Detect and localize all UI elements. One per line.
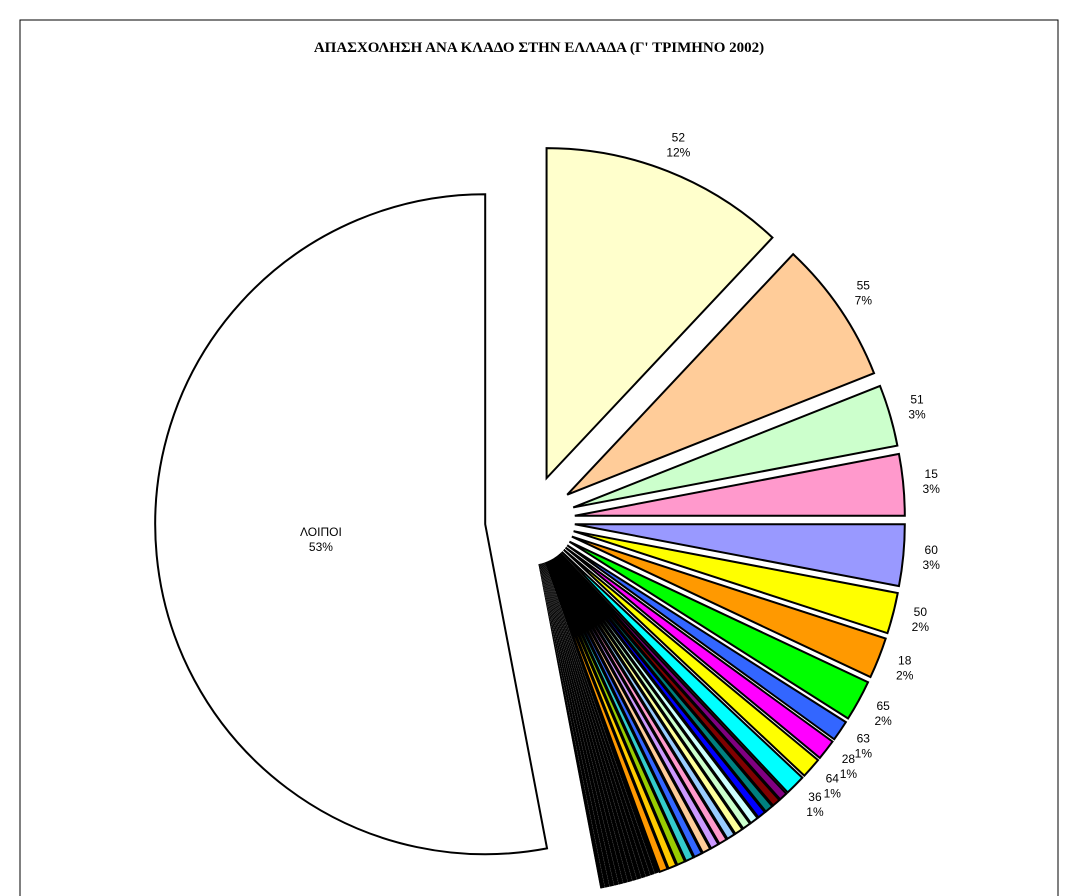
pie-slice — [574, 523, 906, 588]
slice-category: 15 — [925, 467, 939, 481]
slice-percent: 12% — [666, 145, 690, 159]
slice-label: 15 3% — [923, 467, 941, 496]
pie-slice — [552, 558, 728, 846]
pie-slice — [542, 562, 642, 880]
pie-slice — [572, 384, 899, 509]
slice-label: 28 1% — [840, 752, 858, 781]
pie-slice — [540, 563, 624, 885]
pie-slice — [554, 556, 744, 836]
pie-slice — [553, 557, 736, 841]
slice-category: 60 — [925, 543, 939, 557]
slice-category: 50 — [914, 605, 928, 619]
pie-slice — [547, 560, 687, 867]
slice-label: 36 1% — [806, 790, 824, 819]
slice-label: 50 2% — [912, 605, 930, 634]
slice-category: 36 — [808, 790, 822, 804]
pie-slice — [543, 562, 646, 879]
pie-slice — [539, 563, 610, 888]
pie-slice — [549, 559, 704, 859]
pie-slice — [558, 553, 781, 807]
slice-percent: 2% — [912, 620, 930, 634]
pie-slice — [566, 544, 848, 741]
pie-slice — [573, 530, 899, 635]
slice-percent: 1% — [824, 787, 842, 801]
slice-percent: 3% — [908, 408, 926, 422]
pie-slice — [545, 147, 774, 481]
slice-category: 18 — [898, 653, 912, 667]
slice-category: 55 — [857, 278, 871, 292]
pie-slice — [568, 540, 870, 720]
pie-slice — [539, 563, 615, 887]
slice-category: 51 — [910, 393, 924, 407]
slice-category: ΛΟΙΠΟΙ — [300, 525, 342, 539]
slice-category: 63 — [857, 732, 871, 746]
slice-percent: 53% — [309, 540, 333, 554]
slice-percent: 3% — [923, 482, 941, 496]
pie-slice — [541, 563, 628, 884]
pie-slice — [550, 559, 712, 855]
slice-label: 60 3% — [923, 543, 941, 572]
pie-slice — [540, 563, 619, 886]
slice-label: 65 2% — [874, 699, 892, 728]
slice-percent: 2% — [874, 714, 892, 728]
slice-label: 18 2% — [896, 653, 914, 682]
pie-slice — [564, 546, 834, 760]
slice-label: 63 1% — [855, 732, 873, 761]
slice-percent: 2% — [896, 668, 914, 682]
pie-slice — [541, 563, 633, 883]
pie-slice — [557, 554, 774, 813]
pie-slice — [546, 561, 678, 870]
slice-label: 55 7% — [855, 278, 873, 307]
pie-slice — [544, 562, 655, 876]
pie-slice — [548, 560, 695, 863]
chart-title: ΑΠΑΣΧΟΛΗΣΗ ΑΝΑ ΚΛΑΔΟ ΣΤΗΝ ΕΛΛΑΔΑ (Γ' ΤΡΙ… — [314, 40, 764, 56]
pie-slice — [559, 552, 788, 801]
slice-category: 52 — [672, 130, 686, 144]
slice-label: ΛΟΙΠΟΙ 53% — [300, 525, 342, 554]
slice-percent: 3% — [923, 558, 941, 572]
pie-slice — [566, 252, 876, 496]
pie-slice — [545, 561, 669, 874]
pie-slice — [571, 535, 887, 679]
slice-label: 52 12% — [666, 130, 690, 159]
pie-slice — [574, 452, 906, 517]
pie-slice — [555, 556, 752, 830]
slice-percent: 1% — [840, 767, 858, 781]
pie-slice — [542, 563, 637, 881]
pie-slice — [545, 562, 660, 874]
pie-slice — [543, 562, 651, 877]
pie-slice — [561, 551, 804, 794]
slice-percent: 7% — [855, 293, 873, 307]
slice-label: 51 3% — [908, 393, 926, 422]
slice-percent: 1% — [855, 747, 873, 761]
pie-slice — [154, 193, 549, 856]
pie-slice — [551, 558, 720, 850]
pie-slice — [556, 555, 759, 825]
pie-slice — [563, 548, 820, 778]
slice-percent: 1% — [806, 805, 824, 819]
pie-slice — [538, 564, 605, 889]
slice-category: 28 — [842, 752, 856, 766]
pie-slice — [557, 554, 767, 819]
slice-label: 64 1% — [824, 772, 842, 801]
slice-category: 65 — [876, 699, 890, 713]
slice-category: 64 — [826, 772, 840, 786]
